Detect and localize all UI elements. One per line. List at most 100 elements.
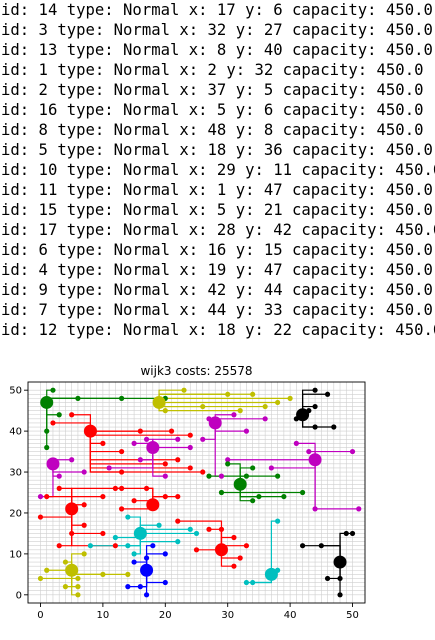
house-point bbox=[75, 584, 81, 590]
house-point bbox=[256, 493, 262, 500]
house-point bbox=[200, 436, 206, 442]
house-point bbox=[200, 403, 206, 410]
x-tick-label: 10 bbox=[97, 610, 110, 621]
house-point bbox=[250, 498, 256, 504]
house-point bbox=[225, 461, 231, 467]
house-point bbox=[62, 584, 69, 590]
console-line: id: 6 type: Normal x: 16 y: 15 capacity:… bbox=[1, 241, 433, 259]
house-point bbox=[137, 428, 143, 434]
house-point bbox=[312, 424, 318, 430]
house-point bbox=[275, 518, 281, 524]
y-tick-label: 40 bbox=[9, 427, 22, 438]
console-line: id: 16 type: Normal x: 5 y: 6 capacity: … bbox=[1, 101, 424, 119]
house-point bbox=[293, 440, 299, 446]
x-tick-label: 30 bbox=[221, 610, 234, 621]
battery-point bbox=[208, 416, 222, 430]
connection-line bbox=[46, 397, 166, 403]
house-point bbox=[162, 579, 168, 586]
x-tick-label: 40 bbox=[284, 610, 297, 621]
house-point bbox=[131, 559, 137, 565]
house-point bbox=[162, 473, 168, 479]
house-point bbox=[100, 530, 106, 537]
house-point bbox=[200, 469, 206, 475]
house-point bbox=[119, 395, 125, 401]
house-point bbox=[312, 506, 318, 512]
battery-point bbox=[152, 395, 166, 409]
house-point bbox=[312, 387, 318, 393]
house-point bbox=[218, 473, 225, 479]
house-point bbox=[168, 428, 175, 434]
house-point bbox=[324, 575, 331, 582]
house-point bbox=[81, 502, 87, 508]
house-point bbox=[131, 551, 137, 557]
house-point bbox=[349, 448, 356, 455]
house-point bbox=[175, 457, 181, 463]
house-point bbox=[175, 539, 181, 545]
house-point bbox=[37, 514, 44, 520]
console-line: id: 1 type: Normal x: 2 y: 32 capacity: … bbox=[1, 61, 424, 79]
house-point bbox=[131, 498, 137, 504]
house-point bbox=[262, 416, 268, 422]
house-point bbox=[37, 493, 44, 500]
house-point bbox=[143, 592, 150, 598]
house-point bbox=[75, 592, 81, 598]
house-point bbox=[69, 530, 75, 537]
house-point bbox=[106, 465, 112, 471]
x-tick-label: 50 bbox=[346, 610, 359, 621]
connection-line bbox=[71, 570, 128, 575]
house-point bbox=[231, 563, 237, 569]
house-point bbox=[181, 387, 187, 393]
house-point bbox=[81, 551, 87, 557]
house-point bbox=[50, 387, 56, 393]
house-point bbox=[193, 530, 200, 537]
y-tick-label: 0 bbox=[16, 590, 22, 601]
house-point bbox=[119, 485, 125, 492]
house-point bbox=[112, 485, 118, 492]
house-point bbox=[275, 473, 281, 479]
console-line: id: 2 type: Normal x: 37 y: 5 capacity: … bbox=[1, 81, 424, 99]
house-point bbox=[44, 493, 50, 500]
console-line: id: 7 type: Normal x: 44 y: 33 capacity:… bbox=[1, 301, 433, 319]
house-point bbox=[268, 465, 274, 471]
house-point bbox=[356, 506, 362, 512]
battery-point bbox=[83, 424, 97, 438]
house-point bbox=[218, 489, 225, 496]
battery-point bbox=[333, 555, 347, 569]
battery-point bbox=[65, 502, 79, 516]
chart-title: wijk3 costs: 25578 bbox=[140, 364, 253, 378]
house-point bbox=[349, 530, 356, 537]
house-point bbox=[324, 391, 331, 397]
house-point bbox=[112, 534, 118, 541]
house-point bbox=[100, 493, 106, 500]
house-point bbox=[81, 522, 87, 528]
connection-line bbox=[158, 402, 266, 408]
house-point bbox=[187, 444, 193, 451]
connection-line bbox=[71, 487, 122, 509]
house-point bbox=[44, 444, 50, 451]
house-point bbox=[237, 408, 243, 414]
battery-point bbox=[214, 543, 228, 557]
battery-point bbox=[264, 567, 278, 581]
house-point bbox=[206, 526, 212, 532]
y-tick-label: 30 bbox=[9, 468, 22, 479]
house-point bbox=[243, 543, 250, 549]
house-point bbox=[37, 575, 44, 582]
house-point bbox=[87, 543, 94, 549]
console-line: id: 14 type: Normal x: 17 y: 6 capacity:… bbox=[1, 1, 433, 19]
house-point bbox=[243, 473, 250, 479]
house-point bbox=[75, 395, 81, 401]
house-point bbox=[125, 543, 131, 549]
house-point bbox=[125, 571, 131, 577]
house-point bbox=[243, 579, 250, 586]
house-point bbox=[237, 555, 243, 561]
house-point bbox=[175, 436, 181, 442]
battery-point bbox=[233, 477, 247, 491]
house-point bbox=[119, 469, 125, 475]
house-point bbox=[343, 530, 349, 537]
house-point bbox=[50, 420, 56, 426]
house-point bbox=[75, 575, 81, 582]
house-point bbox=[162, 551, 168, 557]
battery-point bbox=[146, 440, 160, 454]
house-point bbox=[262, 403, 268, 410]
connection-line bbox=[158, 402, 203, 408]
